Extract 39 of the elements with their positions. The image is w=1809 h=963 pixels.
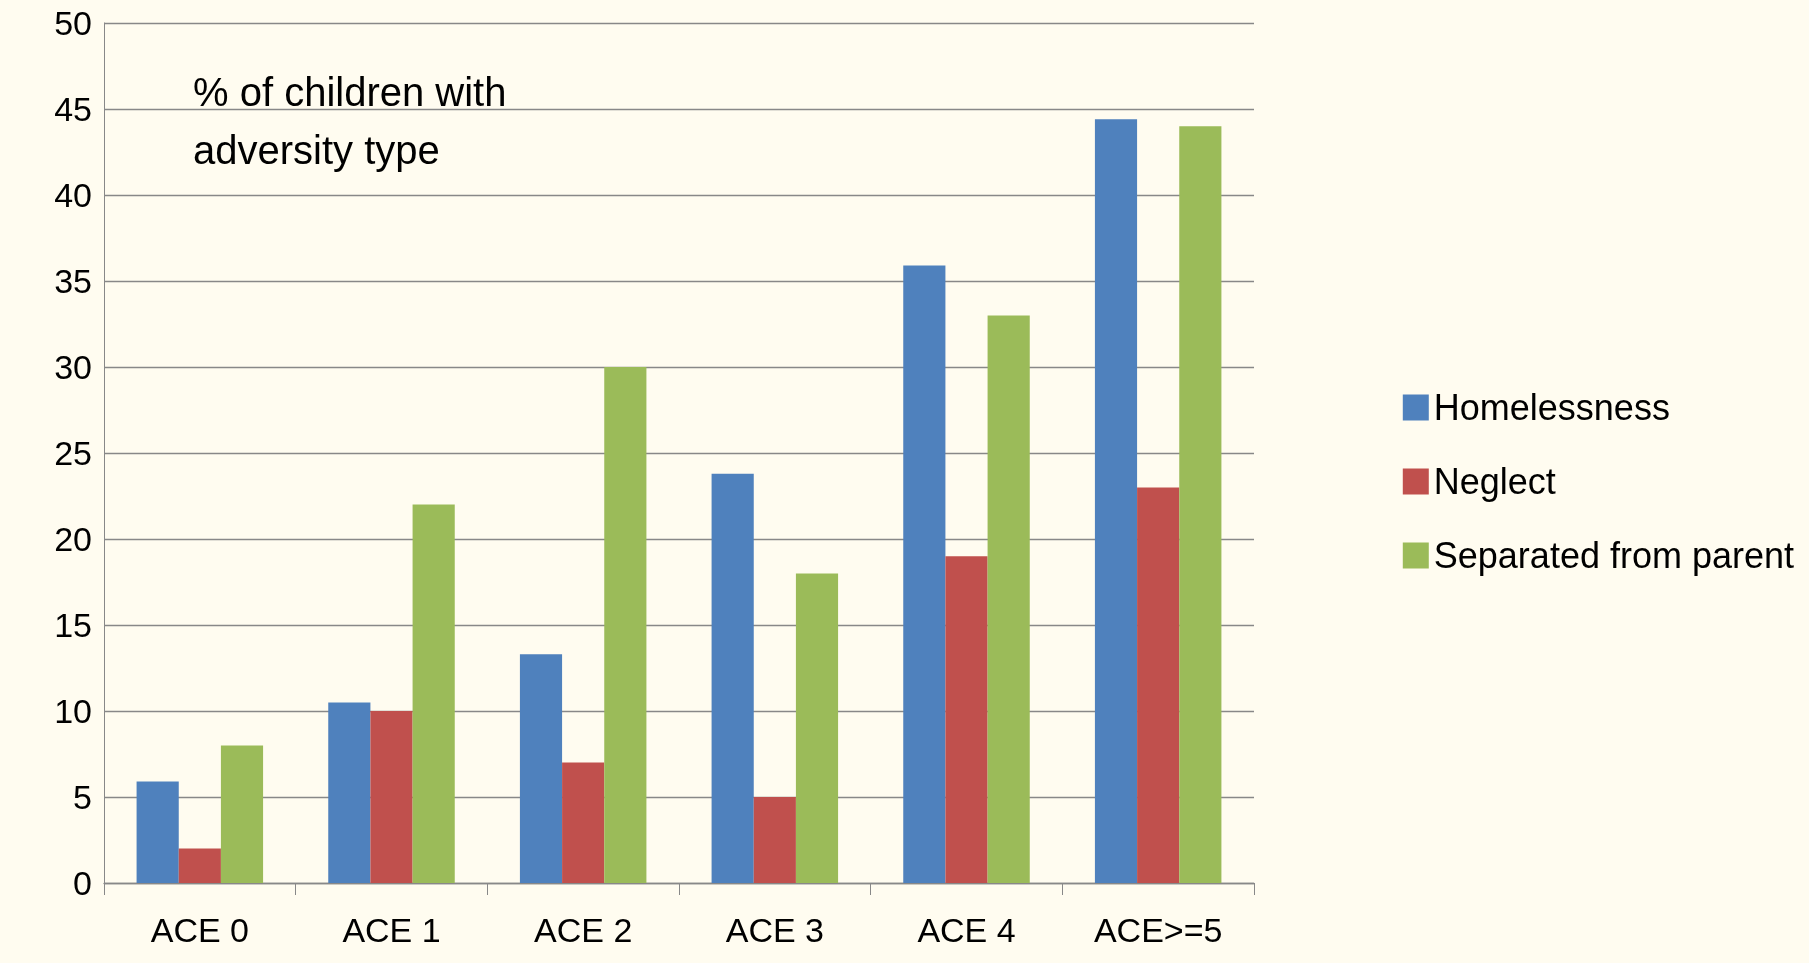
bar (903, 265, 946, 883)
legend-label: Homelessness (1433, 387, 1670, 428)
x-tick-label: ACE>=5 (1093, 911, 1223, 949)
bar (370, 711, 413, 883)
bar (178, 848, 221, 883)
y-tick-label: 35 (54, 262, 92, 300)
y-tick-label: 45 (54, 90, 92, 128)
x-tick-label: ACE 2 (534, 911, 633, 949)
bar (220, 745, 264, 883)
x-tick-label: ACE 4 (917, 911, 1016, 949)
y-tick-label: 20 (54, 520, 92, 558)
text: % of children with adversity type (193, 70, 518, 172)
y-tick-label: 15 (54, 606, 92, 644)
bar (412, 504, 455, 883)
bar (1094, 119, 1138, 883)
bar (136, 781, 179, 883)
bar (1179, 126, 1222, 883)
bar (519, 654, 563, 883)
y-tick-label: 5 (73, 778, 92, 816)
y-tick-label: 25 (54, 434, 92, 472)
bar (753, 797, 796, 883)
y-tick-label: 0 (73, 864, 92, 902)
bar (945, 556, 988, 883)
bar (562, 762, 605, 883)
bar (711, 473, 754, 883)
legend-label: Separated from parent (1433, 535, 1795, 576)
y-tick-label: 10 (54, 692, 92, 730)
bar (328, 702, 371, 883)
x-tick-label: ACE 3 (725, 911, 824, 949)
x-tick-label: ACE 0 (150, 911, 249, 949)
y-tick-label: 40 (54, 176, 92, 214)
x-tick-label: ACE 1 (342, 911, 441, 949)
y-tick-label: 50 (54, 4, 92, 42)
y-tick-label: 30 (54, 348, 92, 386)
bar (795, 573, 839, 883)
bar (987, 315, 1030, 883)
bar (604, 367, 647, 883)
bar (1137, 487, 1180, 883)
legend-label: Neglect (1433, 461, 1556, 502)
